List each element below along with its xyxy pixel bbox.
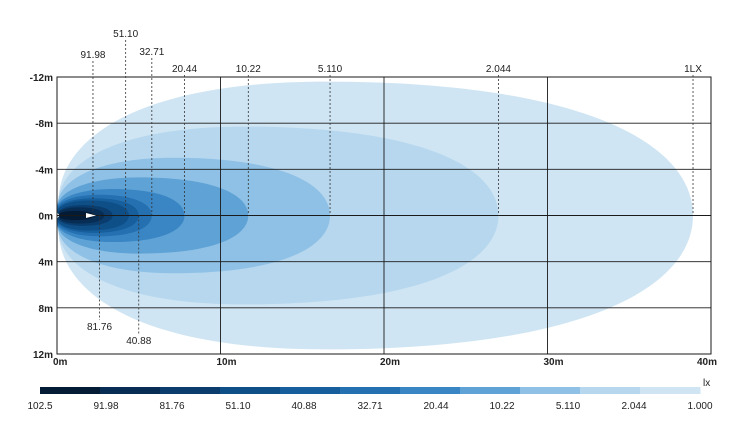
- x-tick-label: 10m: [216, 357, 236, 368]
- contour-label: 51.10: [113, 29, 138, 40]
- legend-label: 10.22: [489, 401, 514, 412]
- legend-swatch: [640, 387, 701, 394]
- contour-label: 2.044: [486, 64, 511, 75]
- contour-label: 10.22: [236, 64, 261, 75]
- contour-label: 91.98: [80, 50, 105, 61]
- y-axis-tick-labels: -12m -8m -4m 0m 4m 8m 12m: [30, 73, 53, 361]
- legend-swatch: [460, 387, 521, 394]
- legend-label: 81.76: [159, 401, 184, 412]
- legend-swatch: [160, 387, 221, 394]
- legend-label: 20.44: [423, 401, 448, 412]
- contour-label: 81.76: [87, 322, 112, 333]
- legend-swatch: [400, 387, 461, 394]
- y-tick-label: -4m: [35, 165, 53, 176]
- color-legend: 102.5 91.98 81.76 51.10 40.88 32.71 20.44 10.22…: [27, 378, 712, 412]
- legend-swatch: [280, 387, 341, 394]
- light-source-marker: [86, 213, 96, 218]
- x-tick-label: 0m: [53, 357, 68, 368]
- legend-label: 102.5: [27, 401, 52, 412]
- x-tick-label: 40m: [697, 357, 717, 368]
- y-tick-label: 0m: [39, 212, 54, 223]
- contour-label: 20.44: [172, 64, 197, 75]
- legend-label: 2.044: [621, 401, 646, 412]
- x-tick-label: 20m: [380, 357, 400, 368]
- chart-grid: [56, 76, 712, 355]
- legend-label: 40.88: [291, 401, 316, 412]
- legend-label: 5.110: [556, 401, 581, 412]
- legend-swatch: [520, 387, 581, 394]
- legend-label: 51.10: [225, 401, 250, 412]
- legend-unit: lx: [703, 378, 710, 389]
- legend-swatch: [40, 387, 101, 394]
- legend-swatch: [220, 387, 281, 394]
- light-source-icon: [86, 213, 96, 218]
- contour-label: 32.71: [139, 47, 164, 58]
- x-axis-tick-labels: 0m 10m 20m 30m 40m: [53, 357, 717, 368]
- contour-label: 40.88: [126, 336, 151, 347]
- legend-label: 1.000: [687, 401, 712, 412]
- contour-label: 1LX: [684, 64, 702, 75]
- legend-label: 32.71: [357, 401, 382, 412]
- legend-label: 91.98: [93, 401, 118, 412]
- contour-leader-lines: [92, 40, 694, 334]
- y-tick-label: 8m: [39, 304, 54, 315]
- y-tick-label: -12m: [30, 73, 53, 84]
- y-tick-label: 12m: [33, 350, 53, 361]
- legend-swatch: [100, 387, 161, 394]
- legend-swatch: [580, 387, 641, 394]
- y-tick-label: 4m: [39, 258, 54, 269]
- legend-swatch: [340, 387, 401, 394]
- contour-label: 5.110: [318, 64, 343, 75]
- x-tick-label: 30m: [543, 357, 563, 368]
- y-tick-label: -8m: [35, 119, 53, 130]
